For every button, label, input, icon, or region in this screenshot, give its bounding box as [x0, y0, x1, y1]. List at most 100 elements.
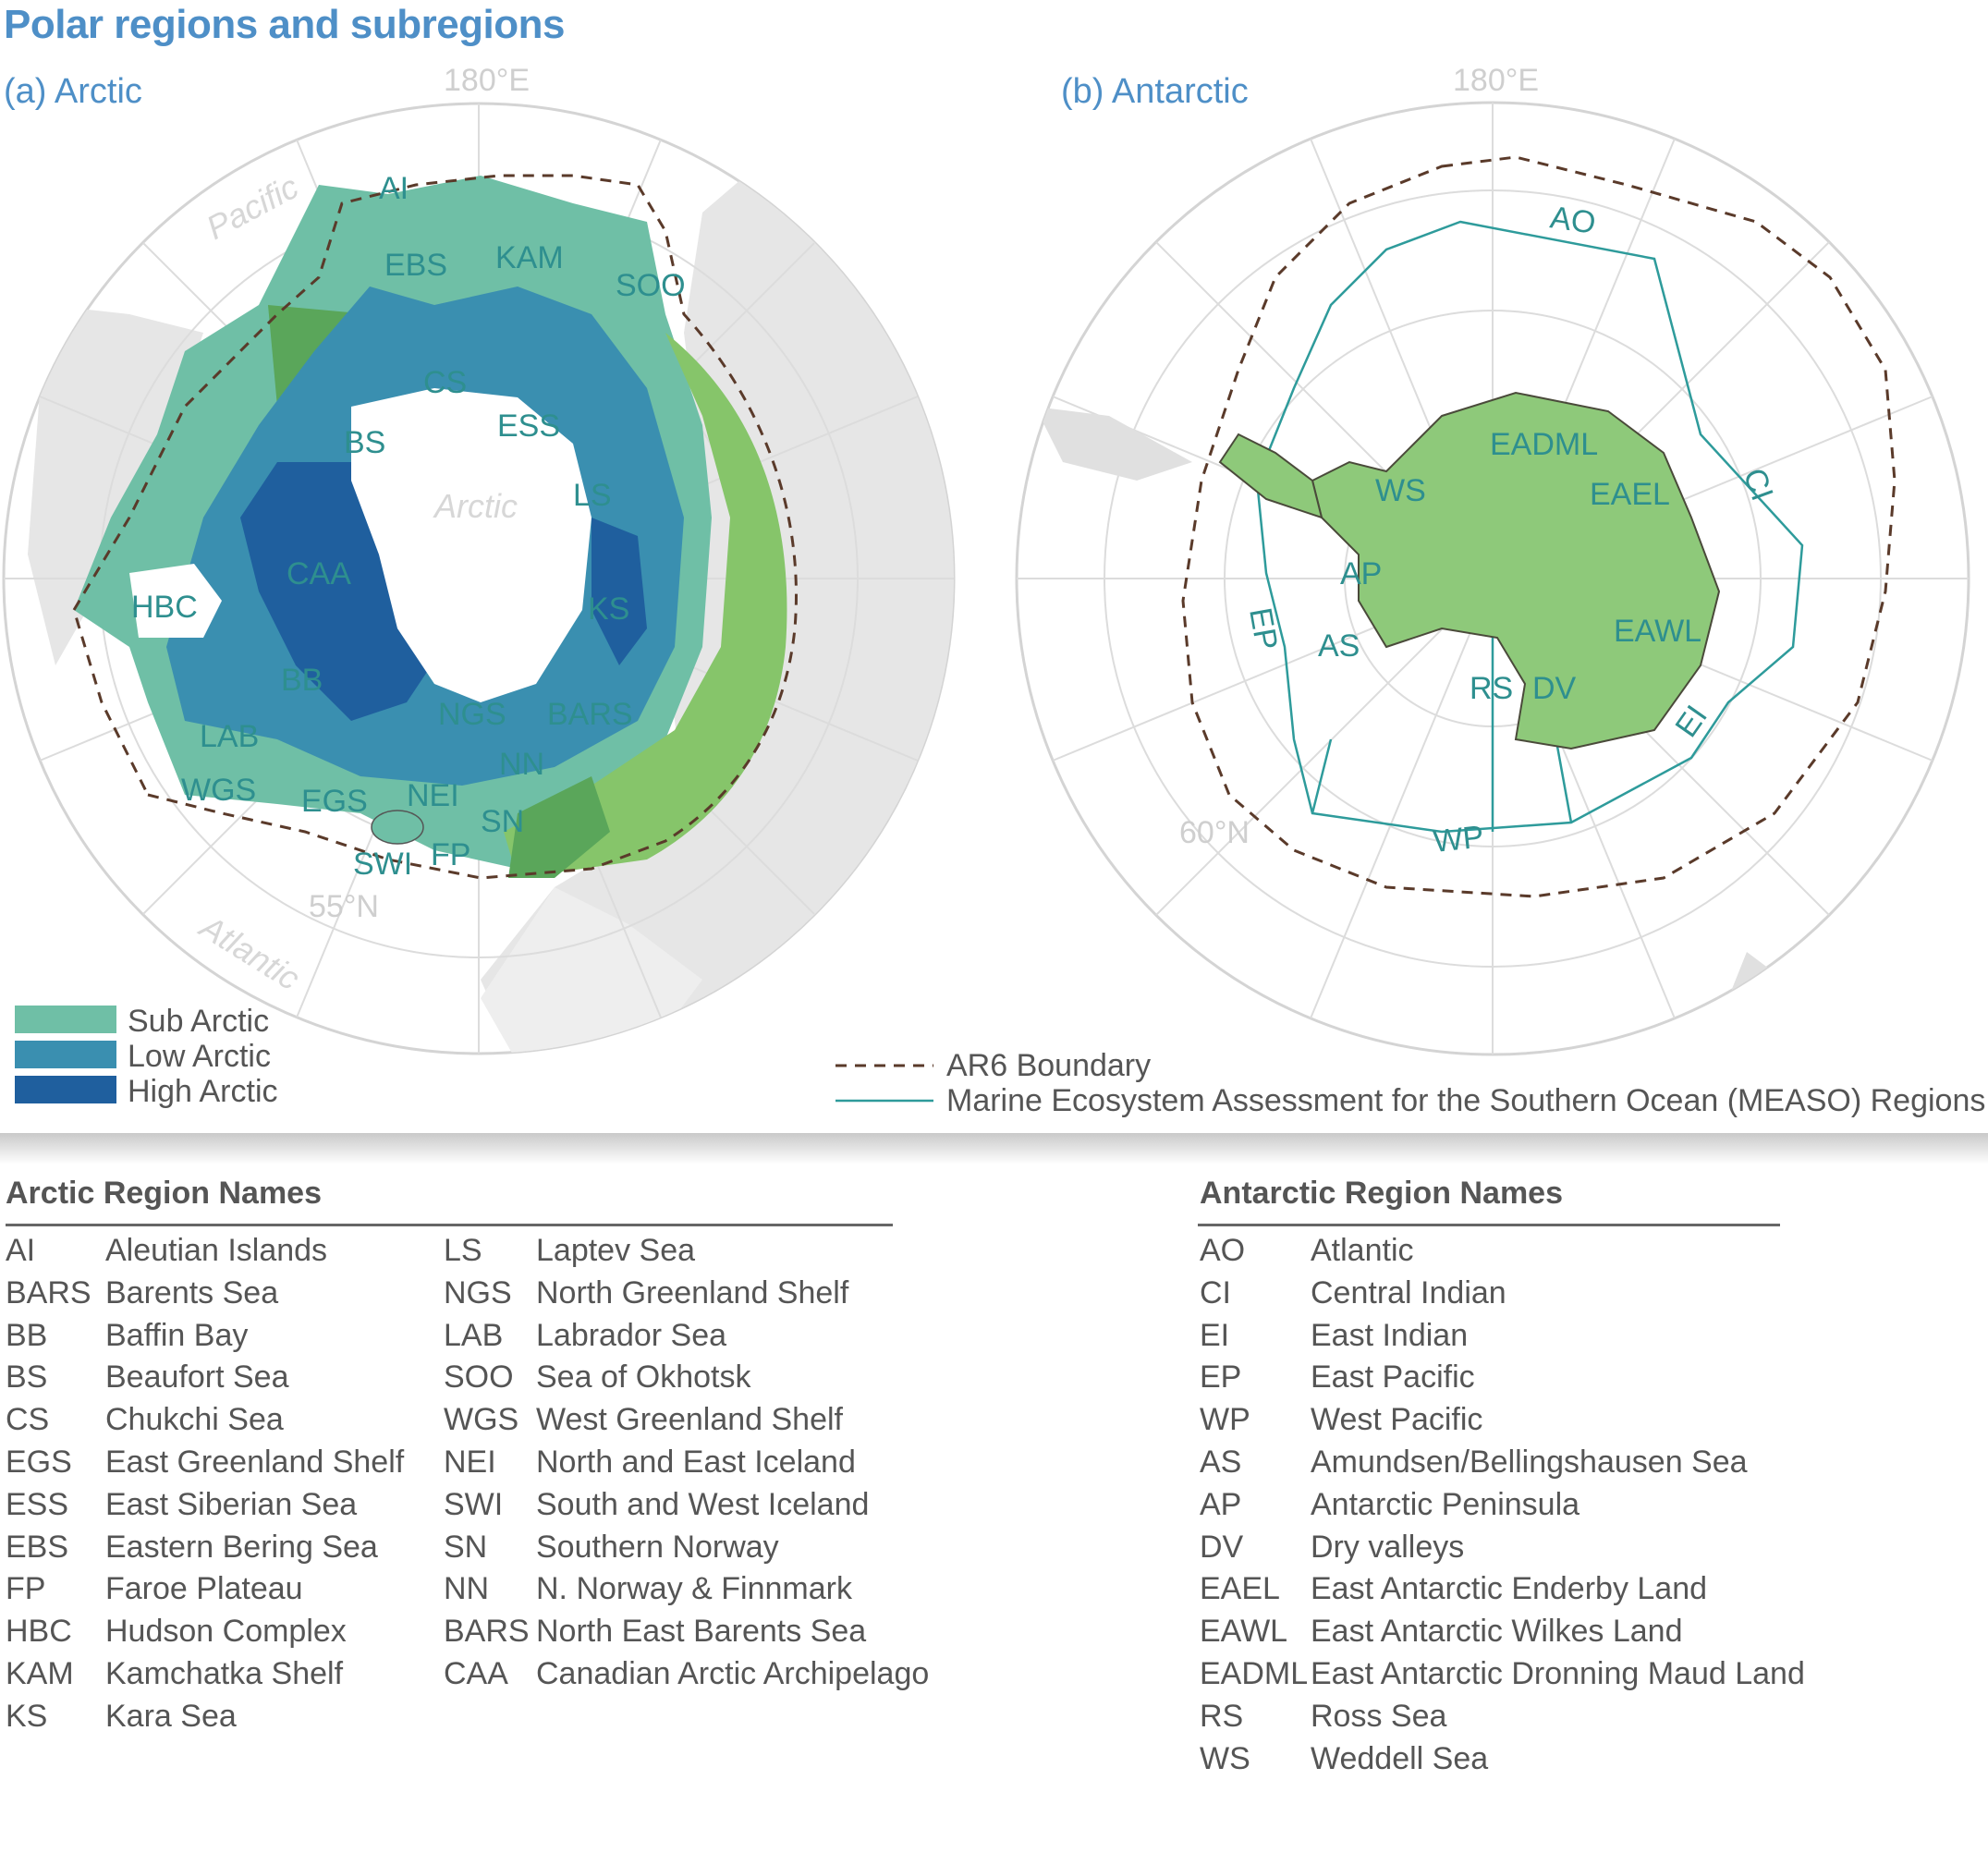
- table-row: BARS North East Barents Sea: [444, 1614, 866, 1650]
- region-abbreviation: BS: [6, 1359, 48, 1396]
- region-label-sn: SN: [481, 804, 524, 839]
- region-name: Laptev Sea: [536, 1233, 696, 1268]
- region-label-ebs: EBS: [384, 248, 447, 283]
- region-name: East Indian: [1311, 1317, 1469, 1353]
- low-arctic-legend-label: Low Arctic: [128, 1039, 271, 1074]
- region-label-bars: BARS: [547, 697, 633, 732]
- region-name: North Greenland Shelf: [536, 1274, 849, 1310]
- antarctic-table-rule: [1198, 1224, 1780, 1226]
- table-row: CS Chukchi Sea: [6, 1402, 284, 1438]
- region-name: North East Barents Sea: [536, 1614, 867, 1650]
- region-abbreviation: DV: [1200, 1529, 1244, 1565]
- region-name: Kara Sea: [105, 1698, 237, 1734]
- table-row: NEI North and East Iceland: [444, 1444, 856, 1481]
- table-row: AS Amundsen/Bellingshausen Sea: [1200, 1444, 1748, 1481]
- region-label-ngs: NGS: [438, 697, 506, 732]
- table-row: SN Southern Norway: [444, 1530, 779, 1566]
- arctic-map: 180°E 55°N Pacific Arctic Atlantic AI EB…: [2, 63, 956, 1055]
- table-row: EBS Eastern Bering Sea: [6, 1530, 378, 1566]
- region-abbreviation: BARS: [444, 1614, 530, 1650]
- region-label-ai: AI: [379, 171, 409, 206]
- region-abbreviation: EI: [1200, 1317, 1230, 1353]
- region-name: Amundsen/Bellingshausen Sea: [1311, 1444, 1748, 1480]
- region-name: North and East Iceland: [536, 1444, 856, 1480]
- table-row: WGS West Greenland Shelf: [444, 1402, 843, 1438]
- region-abbreviation: EBS: [6, 1529, 69, 1565]
- high-arctic-legend-label: High Arctic: [128, 1074, 278, 1109]
- table-row: CI Central Indian: [1200, 1275, 1506, 1311]
- region-abbreviation: BARS: [6, 1274, 91, 1310]
- arctic-lat-label: 55°N: [309, 889, 379, 924]
- region-label-ks: KS: [588, 591, 629, 627]
- table-row: AP Antarctic Peninsula: [1200, 1487, 1579, 1523]
- region-abbreviation: AS: [1200, 1444, 1242, 1480]
- region-label-caa: CAA: [287, 556, 351, 591]
- ar6-boundary-legend-label: AR6 Boundary: [946, 1048, 1152, 1083]
- region-name: Ross Sea: [1311, 1698, 1447, 1734]
- table-row: EGS East Greenland Shelf: [6, 1444, 404, 1481]
- region-abbreviation: CI: [1200, 1274, 1231, 1310]
- region-label-ep: EP: [1242, 605, 1284, 652]
- table-row: CAA Canadian Arctic Archipelago: [444, 1656, 929, 1692]
- maps-canvas: 180°E 55°N Pacific Arctic Atlantic AI EB…: [2, 63, 1970, 1103]
- table-row: EAWL East Antarctic Wilkes Land: [1200, 1614, 1683, 1650]
- table-row: BS Beaufort Sea: [6, 1359, 288, 1396]
- region-label-swi: SWI: [353, 847, 412, 882]
- table-row: NGS North Greenland Shelf: [444, 1275, 848, 1311]
- region-abbreviation: LS: [444, 1233, 482, 1268]
- antarctic-region-labels: AO EADML EAEL CI WS AP EP AS EAWL RS DV …: [1242, 200, 1780, 859]
- region-abbreviation: CS: [6, 1402, 50, 1438]
- table-row: KS Kara Sea: [6, 1699, 237, 1735]
- region-abbreviation: EAEL: [1200, 1571, 1280, 1607]
- region-name: Labrador Sea: [536, 1317, 727, 1353]
- region-name: Southern Norway: [536, 1529, 779, 1565]
- arctic-panel-label: (a) Arctic: [4, 72, 142, 111]
- region-name: Aleutian Islands: [105, 1233, 328, 1268]
- page-title: Polar regions and subregions: [4, 2, 566, 47]
- antarctic-lat-label: 60°N: [1179, 815, 1250, 850]
- table-row: EAEL East Antarctic Enderby Land: [1200, 1571, 1707, 1607]
- table-row: ESS East Siberian Sea: [6, 1487, 357, 1523]
- table-row: NN N. Norway & Finnmark: [444, 1571, 852, 1607]
- table-row: WP West Pacific: [1200, 1402, 1482, 1438]
- region-name: N. Norway & Finnmark: [536, 1571, 852, 1607]
- region-name: Weddell Sea: [1311, 1740, 1489, 1776]
- region-abbreviation: SOO: [444, 1359, 514, 1396]
- table-row: RS Ross Sea: [1200, 1699, 1446, 1735]
- table-row: KAM Kamchatka Shelf: [6, 1656, 343, 1692]
- region-label-fp: FP: [431, 837, 470, 872]
- arctic-ocean-label: Arctic: [433, 487, 518, 525]
- table-row: AI Aleutian Islands: [6, 1233, 327, 1269]
- region-label-rs: RS: [1470, 671, 1513, 706]
- region-label-egs: EGS: [301, 784, 368, 819]
- region-name: West Greenland Shelf: [536, 1402, 843, 1438]
- region-abbreviation: NGS: [444, 1274, 512, 1310]
- region-name: Eastern Bering Sea: [105, 1529, 378, 1565]
- arctic-region-labels: AI EBS KAM SOO CS BS ESS LS CAA HBC KS B…: [131, 171, 686, 882]
- high-arctic-swatch: [15, 1076, 116, 1103]
- region-label-lab: LAB: [200, 719, 259, 754]
- region-abbreviation: SN: [444, 1529, 488, 1565]
- region-abbreviation: AP: [1200, 1486, 1242, 1522]
- region-label-hbc: HBC: [131, 590, 198, 625]
- region-label-nei: NEI: [407, 778, 459, 813]
- region-abbreviation: EP: [1200, 1359, 1242, 1396]
- region-label-eawl: EAWL: [1614, 614, 1701, 649]
- table-row: HBC Hudson Complex: [6, 1614, 347, 1650]
- table-row: SWI South and West Iceland: [444, 1487, 869, 1523]
- table-row: AO Atlantic: [1200, 1233, 1414, 1269]
- region-abbreviation: NN: [444, 1571, 490, 1607]
- region-abbreviation: EAWL: [1200, 1614, 1288, 1650]
- region-abbreviation: WS: [1200, 1740, 1250, 1776]
- table-row: LS Laptev Sea: [444, 1233, 695, 1269]
- section-divider: [0, 1133, 1988, 1164]
- region-abbreviation: NEI: [444, 1444, 496, 1480]
- region-abbreviation: KAM: [6, 1656, 74, 1691]
- region-label-wp: WP: [1432, 819, 1485, 859]
- region-label-eadml: EADML: [1490, 427, 1598, 462]
- region-label-dv: DV: [1532, 671, 1577, 706]
- region-label-kam: KAM: [495, 240, 564, 275]
- region-abbreviation: KS: [6, 1698, 48, 1734]
- region-abbreviation: ESS: [6, 1486, 69, 1522]
- arctic-lon-label: 180°E: [444, 63, 530, 98]
